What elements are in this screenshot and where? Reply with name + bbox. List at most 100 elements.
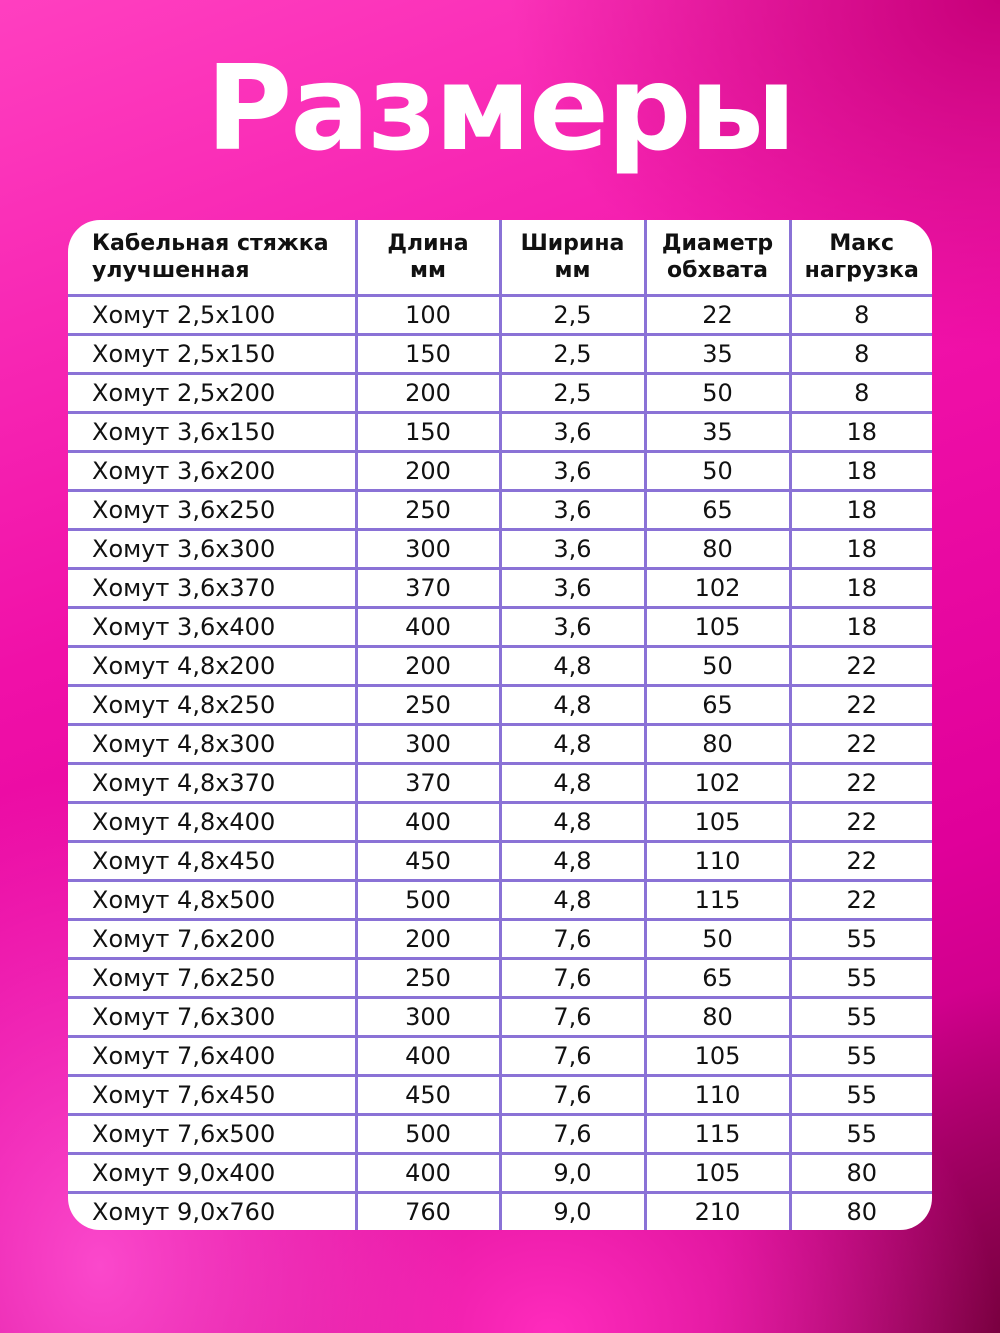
- sizes-table-grid: Кабельная стяжка улучшенная Длина мм Ширина м…: [68, 220, 932, 1230]
- table-cell: 55: [788, 918, 932, 960]
- table-cell: 50: [643, 918, 792, 960]
- table-cell: Хомут 7,6х300: [68, 996, 358, 1038]
- column-header-line: нагрузка: [804, 258, 919, 283]
- table-cell: 500: [354, 879, 502, 921]
- table-cell: 3,6: [498, 450, 647, 492]
- table-header-row: Кабельная стяжка улучшенная Длина мм Ширина м…: [68, 220, 932, 297]
- table-cell: 400: [354, 801, 502, 843]
- table-cell: Хомут 2,5х150: [68, 333, 358, 375]
- table-row: Хомут 3,6х250 250 3,6 65 18: [68, 489, 932, 531]
- table-cell: 22: [788, 645, 932, 687]
- table-row: Хомут 2,5х100 100 2,5 22 8: [68, 294, 932, 336]
- table-cell: Хомут 4,8х200: [68, 645, 358, 687]
- table-cell: 7,6: [498, 918, 647, 960]
- column-header-line: Ширина: [520, 231, 625, 256]
- table-row: Хомут 7,6х500 500 7,6 115 55: [68, 1113, 932, 1155]
- table-cell: 370: [354, 762, 502, 804]
- table-cell: 18: [788, 567, 932, 609]
- table-cell: 4,8: [498, 684, 647, 726]
- table-row: Хомут 2,5х150 150 2,5 35 8: [68, 333, 932, 375]
- table-cell: 400: [354, 606, 502, 648]
- table-row: Хомут 4,8х200 200 4,8 50 22: [68, 645, 932, 687]
- table-cell: 102: [643, 762, 792, 804]
- table-cell: Хомут 3,6х370: [68, 567, 358, 609]
- table-row: Хомут 4,8х500 500 4,8 115 22: [68, 879, 932, 921]
- table-row: Хомут 7,6х250 250 7,6 65 55: [68, 957, 932, 999]
- table-row: Хомут 7,6х400 400 7,6 105 55: [68, 1035, 932, 1077]
- table-cell: 100: [354, 294, 502, 336]
- table-cell: 18: [788, 489, 932, 531]
- table-cell: 22: [788, 879, 932, 921]
- table-cell: 22: [788, 762, 932, 804]
- column-header: Кабельная стяжка улучшенная: [68, 220, 358, 297]
- table-cell: Хомут 4,8х400: [68, 801, 358, 843]
- table-row: Хомут 3,6х370 370 3,6 102 18: [68, 567, 932, 609]
- table-cell: 4,8: [498, 762, 647, 804]
- table-cell: 300: [354, 723, 502, 765]
- table-cell: 2,5: [498, 333, 647, 375]
- column-header-line: Макс: [829, 231, 895, 256]
- table-cell: 4,8: [498, 645, 647, 687]
- table-cell: 35: [643, 411, 792, 453]
- table-row: Хомут 7,6х200 200 7,6 50 55: [68, 918, 932, 960]
- sizes-table: Кабельная стяжка улучшенная Длина мм Ширина м…: [68, 220, 932, 1230]
- table-cell: Хомут 3,6х200: [68, 450, 358, 492]
- table-cell: 450: [354, 1074, 502, 1116]
- table-cell: 7,6: [498, 957, 647, 999]
- table-cell: 105: [643, 606, 792, 648]
- table-cell: 50: [643, 372, 792, 414]
- table-cell: 3,6: [498, 606, 647, 648]
- table-cell: Хомут 9,0х760: [68, 1191, 358, 1230]
- table-cell: 370: [354, 567, 502, 609]
- table-cell: 35: [643, 333, 792, 375]
- table-cell: Хомут 7,6х500: [68, 1113, 358, 1155]
- column-header: Длина мм: [354, 220, 502, 297]
- table-cell: 3,6: [498, 411, 647, 453]
- table-cell: 8: [788, 294, 932, 336]
- table-cell: 300: [354, 996, 502, 1038]
- column-header-line: улучшенная: [92, 258, 250, 283]
- table-cell: 110: [643, 1074, 792, 1116]
- table-cell: 80: [643, 996, 792, 1038]
- table-cell: 200: [354, 450, 502, 492]
- table-cell: 7,6: [498, 1113, 647, 1155]
- table-cell: Хомут 4,8х370: [68, 762, 358, 804]
- table-cell: Хомут 7,6х250: [68, 957, 358, 999]
- table-cell: 9,0: [498, 1152, 647, 1194]
- table-row: Хомут 9,0х400 400 9,0 105 80: [68, 1152, 932, 1194]
- table-cell: 22: [788, 801, 932, 843]
- table-cell: 2,5: [498, 294, 647, 336]
- table-cell: 3,6: [498, 528, 647, 570]
- table-cell: 105: [643, 1152, 792, 1194]
- table-cell: 22: [643, 294, 792, 336]
- table-cell: 105: [643, 801, 792, 843]
- table-row: Хомут 9,0х760 760 9,0 210 80: [68, 1191, 932, 1230]
- table-cell: Хомут 3,6х150: [68, 411, 358, 453]
- table-cell: 250: [354, 957, 502, 999]
- column-header-line: Длина: [387, 231, 469, 256]
- table-cell: 102: [643, 567, 792, 609]
- table-cell: 55: [788, 957, 932, 999]
- table-cell: 80: [643, 723, 792, 765]
- table-cell: Хомут 2,5х200: [68, 372, 358, 414]
- table-cell: 300: [354, 528, 502, 570]
- table-cell: Хомут 7,6х400: [68, 1035, 358, 1077]
- table-cell: 22: [788, 723, 932, 765]
- table-cell: 18: [788, 411, 932, 453]
- table-row: Хомут 4,8х370 370 4,8 102 22: [68, 762, 932, 804]
- table-cell: 65: [643, 684, 792, 726]
- table-row: Хомут 2,5х200 200 2,5 50 8: [68, 372, 932, 414]
- column-header-line: Диаметр: [661, 231, 774, 256]
- table-cell: 8: [788, 372, 932, 414]
- table-cell: 200: [354, 645, 502, 687]
- table-cell: 4,8: [498, 879, 647, 921]
- table-cell: 80: [643, 528, 792, 570]
- table-cell: 55: [788, 1035, 932, 1077]
- table-cell: 200: [354, 918, 502, 960]
- table-row: Хомут 3,6х300 300 3,6 80 18: [68, 528, 932, 570]
- table-cell: 210: [643, 1191, 792, 1230]
- table-cell: Хомут 3,6х300: [68, 528, 358, 570]
- table-cell: Хомут 4,8х300: [68, 723, 358, 765]
- table-cell: 115: [643, 879, 792, 921]
- table-cell: 65: [643, 957, 792, 999]
